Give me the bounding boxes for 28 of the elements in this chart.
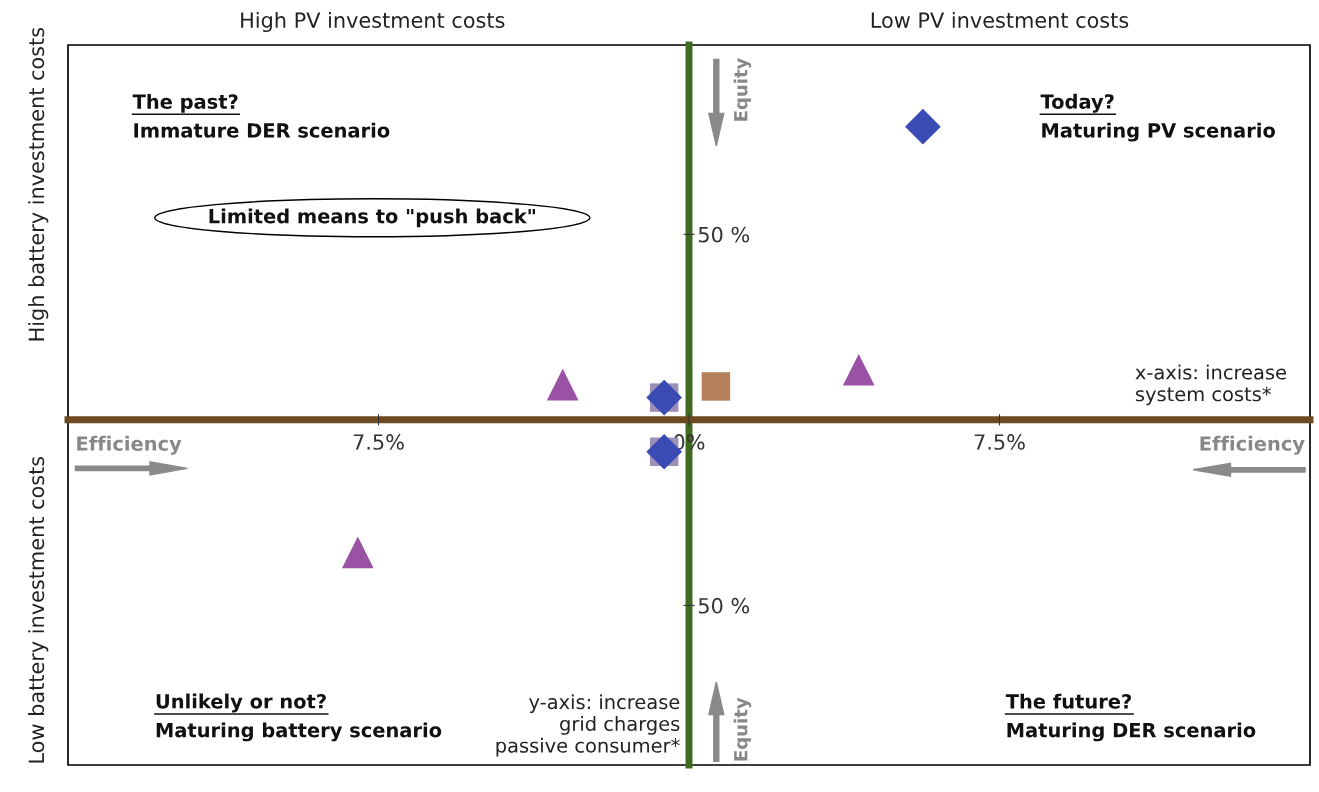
point [701, 372, 731, 401]
annotation: Efficiency [77, 435, 182, 455]
point [905, 108, 941, 145]
y-tick-label: 50 % [698, 226, 750, 243]
annotation: The past? [132, 93, 238, 113]
annotation: x-axis: increase system costs* [1135, 364, 1286, 406]
x-tick-label: 7.5% [974, 434, 1025, 450]
text: Low PV investment costs [871, 11, 1129, 28]
annotation: Equity [733, 697, 752, 761]
text: Low battery investment costs [28, 456, 49, 763]
annotation: Maturing battery scenario [156, 722, 442, 742]
point [842, 353, 875, 386]
annotation: Limited means to "push back" [209, 208, 535, 228]
point [546, 368, 579, 401]
annotation: Maturing PV scenario [1042, 122, 1275, 142]
annotation: Equity [733, 57, 752, 121]
annotation: Maturing DER scenario [1007, 722, 1256, 742]
x-tick-label: 7.5% [353, 434, 404, 450]
annotation: Immature DER scenario [134, 122, 390, 138]
text: High battery investment costs [28, 27, 49, 341]
annotation: The future? [1005, 693, 1132, 709]
annotation: Unlikely or not? [156, 693, 326, 713]
annotation: Today? [1040, 93, 1114, 113]
y-tick-label: 50 % [698, 597, 750, 614]
text: High PV investment costs [241, 11, 505, 33]
annotation: Efficiency [1200, 435, 1305, 455]
annotation: y-axis: increase grid charges passive consumer* [496, 694, 680, 757]
point [341, 536, 374, 569]
